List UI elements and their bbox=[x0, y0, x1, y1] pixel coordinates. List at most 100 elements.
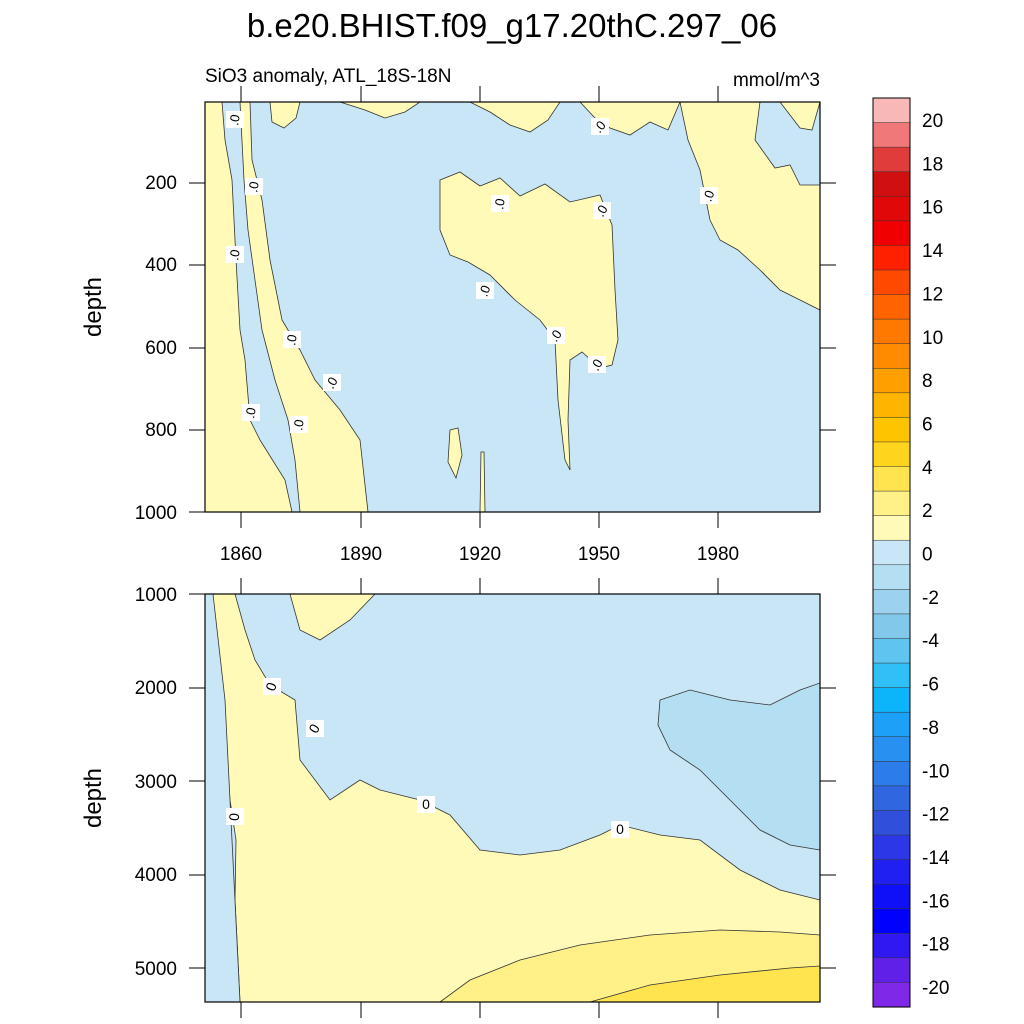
y-axis-label: depth bbox=[80, 277, 107, 337]
positive-anomaly-region bbox=[205, 594, 820, 1002]
positive-anomaly-region bbox=[589, 965, 820, 1002]
colorbar-swatch bbox=[872, 883, 911, 910]
x-tick-label: 1950 bbox=[578, 544, 620, 565]
colorbar-swatch bbox=[872, 245, 911, 271]
y-tick-label: 5000 bbox=[135, 959, 177, 980]
colorbar-label: -2 bbox=[922, 588, 939, 609]
svg-text:.0: .0 bbox=[283, 333, 300, 346]
colorbar-swatch bbox=[872, 736, 911, 762]
colorbar-swatch bbox=[872, 441, 911, 468]
y-tick-label: 1000 bbox=[135, 585, 177, 606]
colorbar-label: -14 bbox=[922, 848, 950, 869]
contour-label: .0 bbox=[700, 187, 718, 204]
contour-label: .0 bbox=[226, 111, 244, 128]
colorbar-swatch bbox=[872, 515, 911, 541]
positive-anomaly-region bbox=[239, 102, 369, 512]
colorbar-label: -20 bbox=[922, 978, 949, 999]
x-tick-label: 1980 bbox=[697, 544, 739, 565]
lower-contour-labels: 0 0 0 0 0 bbox=[226, 678, 629, 838]
positive-anomaly-region bbox=[479, 451, 486, 512]
y-tick-label: 400 bbox=[145, 255, 177, 276]
svg-text:.0: .0 bbox=[700, 188, 718, 203]
positive-anomaly-region bbox=[779, 102, 820, 131]
positive-anomaly-region bbox=[469, 102, 561, 133]
colorbar-swatch bbox=[872, 638, 911, 664]
svg-text:0: 0 bbox=[616, 821, 624, 837]
positive-anomaly-region bbox=[205, 102, 293, 512]
colorbar-label: -16 bbox=[922, 891, 949, 912]
colorbar-swatch bbox=[872, 957, 911, 983]
colorbar-swatch bbox=[872, 859, 911, 885]
contour-label: .0 bbox=[592, 202, 611, 219]
units-label: mmol/m^3 bbox=[733, 70, 820, 91]
colorbar-swatch bbox=[872, 613, 911, 640]
positive-anomaly-region bbox=[339, 102, 421, 119]
colorbar-label: -12 bbox=[922, 805, 949, 826]
colorbar-swatch bbox=[872, 761, 911, 787]
colorbar-swatch bbox=[872, 785, 911, 812]
colorbar-swatch bbox=[872, 589, 911, 615]
colorbar-swatch bbox=[872, 834, 911, 861]
colorbar-label: 0 bbox=[922, 545, 933, 566]
colorbar-swatch bbox=[872, 564, 911, 590]
colorbar-swatch bbox=[872, 982, 911, 1008]
colorbar-swatch bbox=[872, 417, 911, 443]
y-tick-label: 3000 bbox=[135, 772, 177, 793]
svg-text:0: 0 bbox=[226, 812, 243, 821]
colorbar: 20181614121086420-2-4-6-8-10-12-14-16-18… bbox=[872, 97, 950, 1008]
contour-label: .0 bbox=[491, 195, 509, 212]
colorbar-swatch bbox=[872, 122, 911, 148]
main-title: b.e20.BHIST.f09_g17.20thC.297_06 bbox=[247, 7, 777, 44]
svg-text:.0: .0 bbox=[290, 418, 307, 431]
colorbar-swatch bbox=[872, 318, 911, 345]
svg-text:.0: .0 bbox=[476, 283, 494, 298]
colorbar-swatch bbox=[872, 343, 911, 369]
svg-text:.0: .0 bbox=[491, 197, 508, 210]
upper-contour-labels: .0 .0 .0 .0 .0 .0 .0 .0 .0 .0 .0 .0 .0 .… bbox=[226, 111, 718, 433]
x-tick-label: 1920 bbox=[459, 544, 501, 565]
colorbar-label: 2 bbox=[922, 501, 933, 522]
contour-label: .0 bbox=[587, 356, 606, 373]
colorbar-label: 4 bbox=[922, 458, 933, 479]
colorbar-swatch bbox=[872, 269, 911, 296]
svg-text:.0: .0 bbox=[226, 113, 243, 126]
y-tick-label: 600 bbox=[145, 338, 177, 359]
svg-text:0: 0 bbox=[422, 796, 430, 812]
y-axis-label: depth bbox=[80, 768, 107, 828]
contour-label: .0 bbox=[245, 178, 263, 195]
x-tick-labels: 1860 1890 1920 1950 1980 bbox=[220, 544, 739, 565]
y-tick-label: 200 bbox=[145, 173, 177, 194]
contour-label: 0 bbox=[305, 720, 324, 737]
colorbar-swatch bbox=[872, 171, 911, 197]
colorbar-label: 20 bbox=[922, 111, 943, 132]
colorbar-swatch bbox=[872, 220, 911, 246]
contour-label: 0 bbox=[611, 821, 629, 838]
colorbar-label: -8 bbox=[922, 718, 939, 739]
lower-plot-frame bbox=[204, 593, 821, 1003]
colorbar-label: -18 bbox=[922, 935, 949, 956]
colorbar-label: 10 bbox=[922, 328, 943, 349]
colorbar-label: -10 bbox=[922, 761, 949, 782]
lower-y-ticks: 1000 2000 3000 4000 5000 bbox=[135, 585, 177, 980]
colorbar-label: 12 bbox=[922, 284, 943, 305]
positive-anomaly-region bbox=[289, 594, 376, 641]
positive-anomaly-region bbox=[439, 171, 619, 471]
colorbar-label: 14 bbox=[922, 241, 944, 262]
colorbar-swatch bbox=[872, 97, 911, 124]
colorbar-swatch bbox=[872, 490, 911, 517]
colorbar-swatch bbox=[872, 711, 911, 738]
y-tick-label: 4000 bbox=[135, 865, 177, 886]
colorbar-label: 8 bbox=[922, 371, 933, 392]
darker-negative-region bbox=[657, 682, 820, 851]
colorbar-swatch bbox=[872, 196, 911, 222]
colorbar-swatch bbox=[872, 662, 911, 689]
y-tick-label: 2000 bbox=[135, 678, 177, 699]
contour-label: .0 bbox=[283, 331, 301, 348]
svg-text:.0: .0 bbox=[245, 180, 262, 193]
negative-anomaly-region bbox=[205, 594, 241, 1002]
y-tick-label: 800 bbox=[145, 420, 177, 441]
colorbar-label: 18 bbox=[922, 154, 943, 175]
colorbar-swatch bbox=[872, 392, 911, 418]
contour-label: 0 bbox=[226, 808, 244, 825]
